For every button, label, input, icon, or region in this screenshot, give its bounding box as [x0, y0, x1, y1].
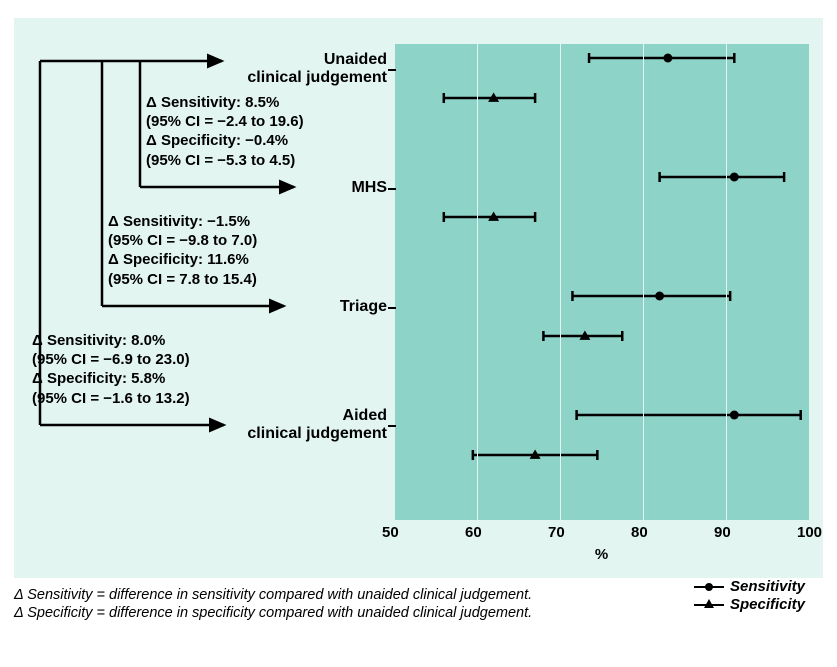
footnote: Δ Sensitivity = difference in sensitivit… — [14, 586, 823, 622]
plot-area — [394, 44, 809, 520]
legend-specificity: Specificity — [694, 596, 805, 614]
x-axis-label: % — [394, 546, 809, 563]
chart-panel: 5060708090100 % Unaided clinical judgeme… — [14, 18, 823, 578]
legend: Sensitivity Specificity — [694, 578, 805, 614]
chart-page: 5060708090100 % Unaided clinical judgeme… — [0, 0, 837, 667]
forest-plot-svg — [394, 44, 809, 520]
legend-sensitivity: Sensitivity — [694, 578, 805, 596]
arrows — [32, 48, 392, 488]
